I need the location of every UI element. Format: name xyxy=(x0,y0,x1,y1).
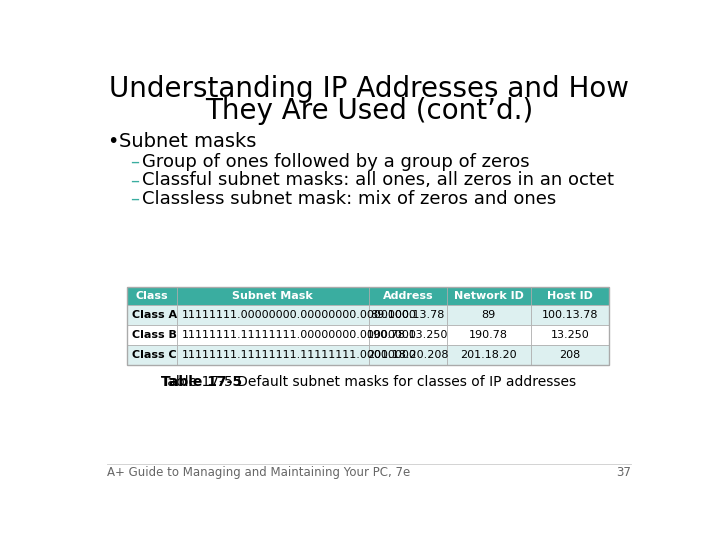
Text: 11111111.11111111.11111111.00000000: 11111111.11111111.11111111.00000000 xyxy=(181,350,416,360)
Text: 208: 208 xyxy=(559,350,580,360)
Text: 190.78.13.250: 190.78.13.250 xyxy=(367,330,449,340)
Text: 11111111.00000000.00000000.00000000: 11111111.00000000.00000000.00000000 xyxy=(181,310,416,320)
Text: Understanding IP Addresses and How: Understanding IP Addresses and How xyxy=(109,76,629,104)
Bar xyxy=(531,345,609,365)
Text: Subnet masks: Subnet masks xyxy=(120,132,257,151)
Bar xyxy=(369,325,447,345)
Text: –: – xyxy=(130,153,139,171)
Text: 201.18.20: 201.18.20 xyxy=(460,350,517,360)
Text: 89.100.13.78: 89.100.13.78 xyxy=(371,310,445,320)
Text: Address: Address xyxy=(382,291,433,301)
Text: Table 17-5 Default subnet masks for classes of IP addresses: Table 17-5 Default subnet masks for clas… xyxy=(161,375,576,389)
Text: 201.18.20.208: 201.18.20.208 xyxy=(367,350,449,360)
Bar xyxy=(447,287,531,305)
Text: They Are Used (cont’d.): They Are Used (cont’d.) xyxy=(205,97,533,125)
Bar xyxy=(177,305,369,325)
Bar xyxy=(127,287,177,305)
Bar xyxy=(127,287,609,365)
Text: Class: Class xyxy=(135,291,168,301)
Text: –: – xyxy=(130,190,139,208)
Bar xyxy=(531,325,609,345)
Text: 190.78: 190.78 xyxy=(469,330,508,340)
Text: 37: 37 xyxy=(616,467,631,480)
Bar xyxy=(531,287,609,305)
Bar xyxy=(369,305,447,325)
Bar xyxy=(177,345,369,365)
Bar xyxy=(531,305,609,325)
Text: Classless subnet mask: mix of zeros and ones: Classless subnet mask: mix of zeros and … xyxy=(142,190,556,208)
Bar xyxy=(369,287,447,305)
Text: –: – xyxy=(130,171,139,190)
Text: Host ID: Host ID xyxy=(547,291,593,301)
Bar xyxy=(369,345,447,365)
Text: Class B: Class B xyxy=(132,330,176,340)
Bar xyxy=(177,287,369,305)
Bar xyxy=(447,345,531,365)
Text: 13.250: 13.250 xyxy=(551,330,590,340)
Text: A+ Guide to Managing and Maintaining Your PC, 7e: A+ Guide to Managing and Maintaining You… xyxy=(107,467,410,480)
Text: 100.13.78: 100.13.78 xyxy=(541,310,598,320)
Bar xyxy=(447,325,531,345)
Bar xyxy=(127,305,177,325)
Text: Class C: Class C xyxy=(132,350,176,360)
Text: Classful subnet masks: all ones, all zeros in an octet: Classful subnet masks: all ones, all zer… xyxy=(142,171,614,190)
Bar xyxy=(127,325,177,345)
Bar xyxy=(447,305,531,325)
Text: Group of ones followed by a group of zeros: Group of ones followed by a group of zer… xyxy=(142,153,529,171)
Text: Class A: Class A xyxy=(132,310,177,320)
Bar xyxy=(177,325,369,345)
Text: Table 17-5: Table 17-5 xyxy=(161,375,242,389)
Text: 11111111.11111111.00000000.00000000: 11111111.11111111.00000000.00000000 xyxy=(181,330,416,340)
Text: Subnet Mask: Subnet Mask xyxy=(233,291,313,301)
Text: Network ID: Network ID xyxy=(454,291,523,301)
Bar xyxy=(127,345,177,365)
Text: 89: 89 xyxy=(482,310,496,320)
Text: •: • xyxy=(107,132,118,151)
